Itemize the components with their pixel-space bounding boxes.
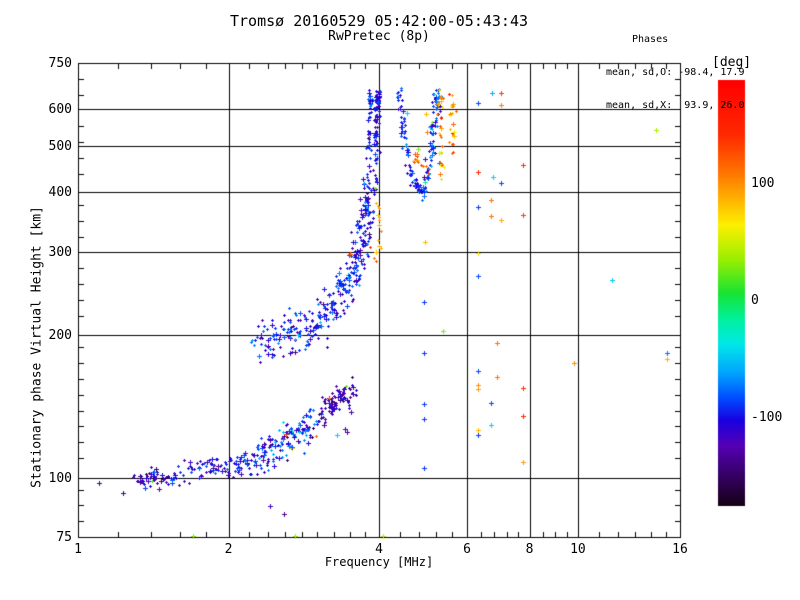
phase-stats-block: Phases mean, sd,O: -98.4, 17.9 mean, sd,… [606, 12, 744, 133]
y-tick-label: 750 [48, 56, 72, 71]
colorbar-tick-label: 100 [751, 176, 775, 192]
x-tick-label: 2 [224, 542, 233, 557]
x-tick-label: 6 [463, 542, 471, 557]
y-tick-label: 200 [48, 328, 72, 344]
plot-subtitle: RwPretec (8p) [328, 29, 430, 44]
y-tick-label: 400 [48, 185, 72, 201]
y-tick-label: 100 [48, 470, 72, 486]
phase-stats-o-mode: mean, sd,O: -98.4, 17.9 [606, 67, 745, 78]
x-tick-label: 8 [525, 542, 534, 557]
y-tick-label: 500 [48, 139, 72, 155]
y-tick-label: 75 [56, 530, 72, 545]
x-tick-label: 16 [672, 542, 688, 557]
y-tick-label: 300 [48, 244, 72, 260]
y-tick-label: 600 [48, 101, 72, 117]
colorbar-tick-label: 0 [751, 293, 759, 309]
colorbar-unit-label: [deg] [712, 55, 752, 70]
x-tick-label: 1 [74, 542, 82, 557]
plot-title: Tromsø 20160529 05:42:00-05:43:43 [229, 12, 528, 30]
phase-stats-title: Phases [632, 34, 669, 45]
phase-stats-x-mode: mean, sd,X: 93.9, 26.0 [606, 100, 745, 111]
colorbar-tick-label: -100 [751, 410, 783, 426]
x-axis-label: Frequency [MHz] [324, 555, 434, 569]
x-tick-label: 4 [375, 542, 383, 557]
x-tick-label: 10 [570, 542, 586, 557]
